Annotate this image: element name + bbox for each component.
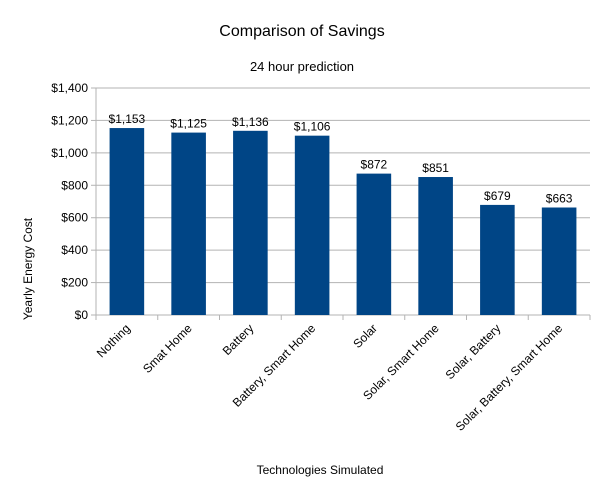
bar <box>541 207 577 315</box>
x-tick-label: Smat Home <box>140 321 195 376</box>
x-axis <box>95 88 591 320</box>
x-tick-label: Solar, Battery <box>443 321 504 382</box>
bar <box>356 173 392 315</box>
x-tick-label: Solar <box>350 321 380 351</box>
x-tick-label: Battery <box>220 321 257 358</box>
data-label: $1,153 <box>109 112 146 126</box>
y-tick-label: $0 <box>75 308 89 322</box>
chart-title: Comparison of Savings <box>219 23 384 40</box>
bar <box>109 128 145 315</box>
y-tick-label: $600 <box>61 211 88 225</box>
x-tick-label: Solar, Battery, Smart Home <box>453 321 566 434</box>
y-tick-label: $800 <box>61 178 88 192</box>
bars <box>109 128 577 315</box>
y-tick-label: $1,400 <box>51 81 88 95</box>
data-label: $851 <box>422 161 449 175</box>
bar <box>171 132 206 315</box>
y-tick-label: $400 <box>61 243 88 257</box>
x-axis-label: Technologies Simulated <box>257 463 384 477</box>
y-tick-label: $200 <box>61 276 88 290</box>
y-tick-label: $1,000 <box>51 146 88 160</box>
bar <box>480 204 515 315</box>
data-label: $663 <box>546 191 573 205</box>
x-tick-label: Nothing <box>94 321 133 360</box>
data-label: $679 <box>484 189 511 203</box>
data-label: $1,136 <box>232 115 269 129</box>
chart-subtitle: 24 hour prediction <box>250 59 354 74</box>
y-axis-ticks: $0 $200 $400 $600 $800 $1,000 $1,200 $1,400 <box>51 81 96 322</box>
y-axis-label: Yearly Energy Cost <box>21 217 35 320</box>
data-labels: $1,153 $1,125 $1,136 $1,106 $872 $851 $679 $663 <box>109 112 573 205</box>
y-tick-label: $1,200 <box>51 113 88 127</box>
bar <box>233 130 268 315</box>
bar <box>294 135 330 315</box>
data-label: $1,106 <box>294 120 331 134</box>
bar <box>418 177 453 315</box>
data-label: $872 <box>361 158 388 172</box>
data-label: $1,125 <box>170 117 207 131</box>
